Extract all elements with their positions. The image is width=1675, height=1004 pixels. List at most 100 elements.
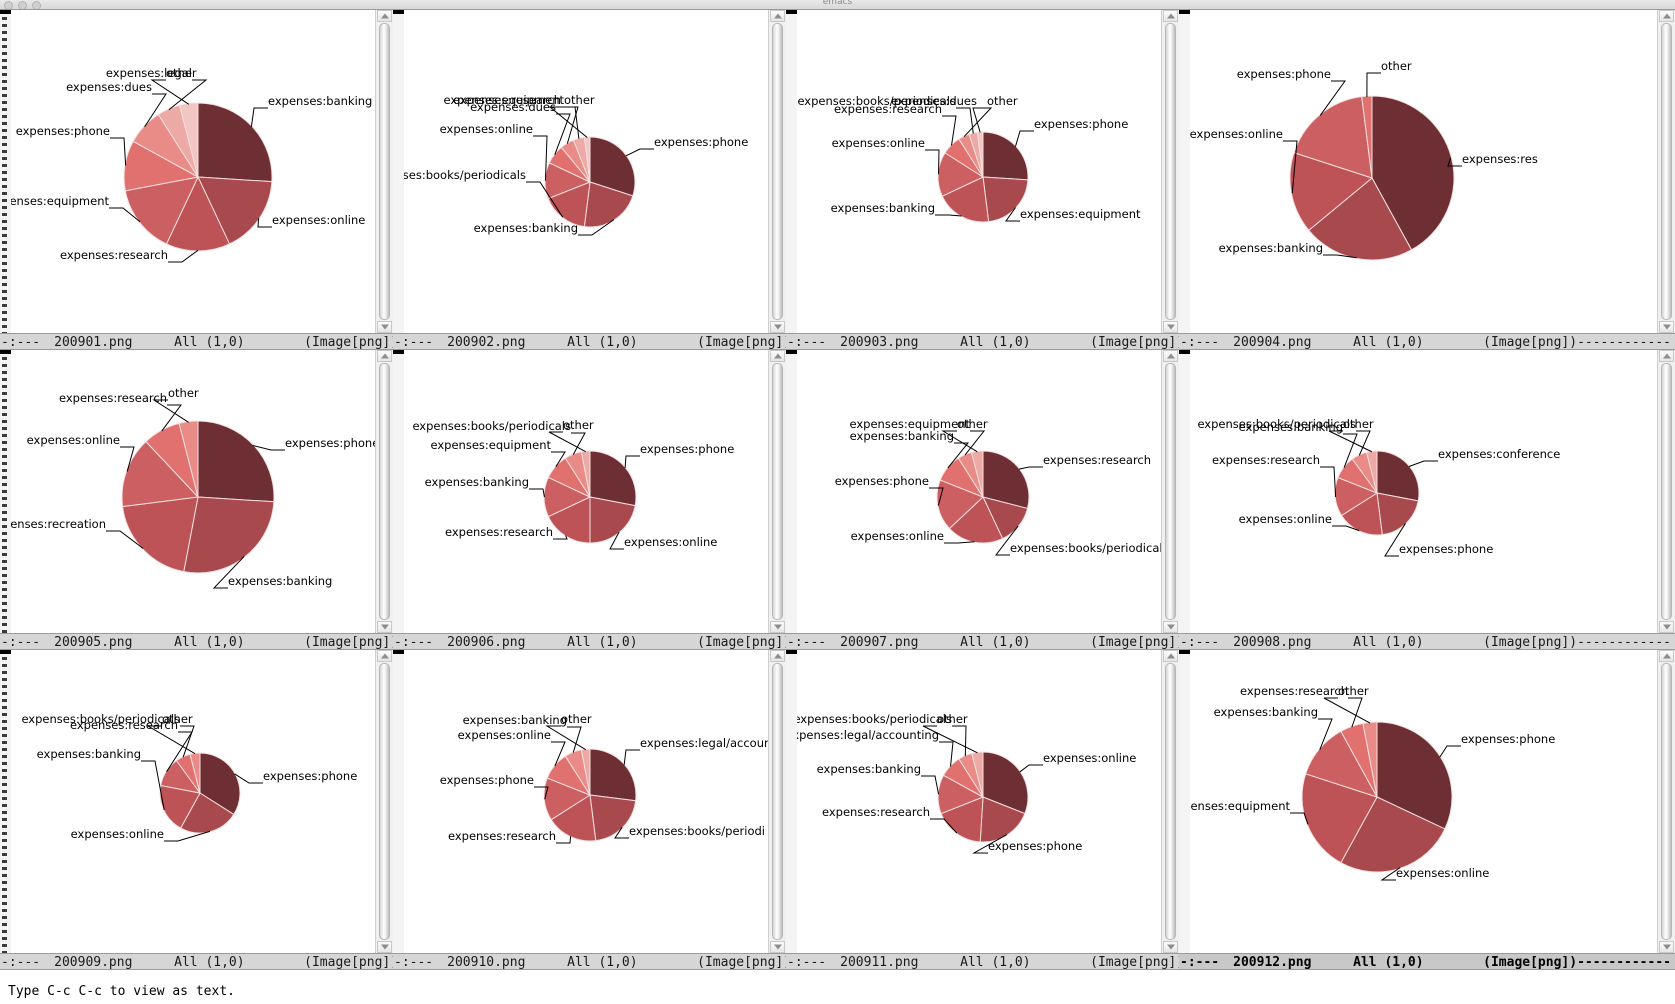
window-body[interactable]: expenses:legal/accoun expenses:books/peri… — [393, 650, 786, 953]
emacs-window-200905[interactable]: expenses:phone expenses:banking xpenses:re… — [0, 350, 393, 650]
vertical-scrollbar[interactable] — [768, 650, 786, 953]
label-leader-line — [1343, 433, 1358, 468]
emacs-window-200903[interactable]: expenses:phone expenses:equipment expenses… — [786, 10, 1179, 350]
mode-line-200908[interactable]: -:--- 200908.png All (1,0) (Image[png])----… — [1179, 633, 1675, 650]
minimize-icon[interactable] — [18, 1, 27, 9]
emacs-window-200907[interactable]: expenses:research expenses:books/periodic… — [786, 350, 1179, 650]
scroll-down-icon[interactable] — [770, 621, 785, 633]
scrollbar-thumb[interactable] — [379, 663, 390, 940]
scroll-up-icon[interactable] — [770, 650, 785, 662]
emacs-window-200911[interactable]: expenses:online expenses:phone expenses:re… — [786, 650, 1179, 970]
mode-line-major-mode: (Image[png]) — [697, 335, 786, 350]
scrollbar-thumb[interactable] — [1661, 363, 1672, 620]
label-leader-line — [250, 107, 268, 127]
scrollbar-thumb[interactable] — [379, 363, 390, 620]
scroll-down-icon[interactable] — [1163, 621, 1178, 633]
window-body[interactable]: expenses:phone expenses:equipment expenses… — [786, 10, 1179, 333]
vertical-scrollbar[interactable] — [375, 650, 393, 953]
window-body[interactable]: expenses:phone expenses:banking xpenses:re… — [0, 350, 393, 633]
emacs-window-200912[interactable]: expenses:phone expenses:online xpenses:equ… — [1179, 650, 1675, 970]
scroll-up-icon[interactable] — [1163, 650, 1178, 662]
vertical-scrollbar[interactable] — [375, 10, 393, 333]
scrollbar-thumb[interactable] — [772, 23, 783, 320]
pie-slice-label: expenses:books/periodi — [629, 824, 765, 838]
vertical-scrollbar[interactable] — [768, 10, 786, 333]
window-body[interactable]: expenses:phone expenses:online expenses:ba… — [0, 650, 393, 953]
vertical-scrollbar[interactable] — [1161, 10, 1179, 333]
emacs-window-200901[interactable]: expenses:banking expenses:online expenses:… — [0, 10, 393, 350]
scroll-up-icon[interactable] — [1163, 350, 1178, 362]
window-body[interactable]: expenses:res expenses:banking expenses:onl… — [1179, 10, 1675, 333]
pie-chart-200901: expenses:banking expenses:online expenses:… — [11, 66, 372, 263]
mode-line-200912[interactable]: -:--- 200912.png All (1,0) (Image[png])----… — [1179, 953, 1675, 970]
emacs-window-200909[interactable]: expenses:phone expenses:online expenses:ba… — [0, 650, 393, 970]
scroll-down-icon[interactable] — [1659, 321, 1674, 333]
scrollbar-thumb[interactable] — [1661, 23, 1672, 320]
scroll-up-icon[interactable] — [1659, 10, 1674, 22]
scroll-down-icon[interactable] — [770, 321, 785, 333]
scrollbar-thumb[interactable] — [1165, 663, 1176, 940]
window-body[interactable]: expenses:phone expenses:banking enses:book… — [393, 10, 786, 333]
close-icon[interactable] — [4, 1, 13, 9]
window-controls[interactable] — [4, 1, 41, 9]
vertical-scrollbar[interactable] — [1657, 650, 1675, 953]
scroll-up-icon[interactable] — [1163, 10, 1178, 22]
scrollbar-thumb[interactable] — [1165, 363, 1176, 620]
scroll-up-icon[interactable] — [1659, 650, 1674, 662]
vertical-scrollbar[interactable] — [1161, 350, 1179, 633]
window-body[interactable]: expenses:online expenses:phone expenses:re… — [786, 650, 1179, 953]
scroll-down-icon[interactable] — [377, 321, 392, 333]
scrollbar-thumb[interactable] — [772, 663, 783, 940]
emacs-window-200902[interactable]: expenses:phone expenses:banking enses:book… — [393, 10, 786, 350]
maximize-icon[interactable] — [32, 1, 41, 9]
scroll-down-icon[interactable] — [377, 941, 392, 953]
window-body[interactable]: expenses:research expenses:books/periodic… — [786, 350, 1179, 633]
window-body[interactable]: expenses:conference expenses:phone expense… — [1179, 350, 1675, 633]
scroll-up-icon[interactable] — [377, 10, 392, 22]
scrollbar-thumb[interactable] — [1165, 23, 1176, 320]
emacs-window-200906[interactable]: expenses:phone expenses:online expenses:re… — [393, 350, 786, 650]
vertical-scrollbar[interactable] — [1161, 650, 1179, 953]
label-leader-line — [548, 431, 586, 453]
scroll-up-icon[interactable] — [770, 350, 785, 362]
vertical-scrollbar[interactable] — [1657, 350, 1675, 633]
window-body[interactable]: expenses:phone expenses:online xpenses:equ… — [1179, 650, 1675, 953]
vertical-scrollbar[interactable] — [768, 350, 786, 633]
scroll-down-icon[interactable] — [377, 621, 392, 633]
scroll-down-icon[interactable] — [1659, 941, 1674, 953]
scroll-up-icon[interactable] — [1659, 350, 1674, 362]
label-leader-line — [551, 741, 566, 767]
label-leader-line — [1319, 80, 1346, 116]
emacs-window-200908[interactable]: expenses:conference expenses:phone expense… — [1179, 350, 1675, 650]
emacs-window-200910[interactable]: expenses:legal/accoun expenses:books/peri… — [393, 650, 786, 970]
scrollbar-thumb[interactable] — [1661, 663, 1672, 940]
pie-slice-label: expenses:books/periodicals — [412, 419, 571, 433]
scroll-down-icon[interactable] — [770, 941, 785, 953]
vertical-scrollbar[interactable] — [375, 350, 393, 633]
scroll-up-icon[interactable] — [770, 10, 785, 22]
scroll-down-icon[interactable] — [1163, 941, 1178, 953]
mode-line-position: All (1,0) — [960, 635, 1031, 650]
mode-line-200904[interactable]: -:--- 200904.png All (1,0) (Image[png])----… — [1179, 333, 1675, 350]
echo-area: Type C-c C-c to view as text. — [0, 980, 1675, 1004]
scroll-down-icon[interactable] — [1163, 321, 1178, 333]
scrollbar-thumb[interactable] — [772, 363, 783, 620]
scrollbar-thumb[interactable] — [379, 23, 390, 320]
scroll-up-icon[interactable] — [377, 350, 392, 362]
window-body[interactable]: expenses:phone expenses:online expenses:re… — [393, 350, 786, 633]
label-leader-line — [168, 249, 199, 263]
scroll-up-icon[interactable] — [377, 650, 392, 662]
window-body[interactable]: expenses:banking expenses:online expenses:… — [0, 10, 393, 333]
emacs-window-200904[interactable]: expenses:res expenses:banking expenses:onl… — [1179, 10, 1675, 350]
scroll-down-icon[interactable] — [1659, 621, 1674, 633]
vertical-scrollbar[interactable] — [1657, 10, 1675, 333]
